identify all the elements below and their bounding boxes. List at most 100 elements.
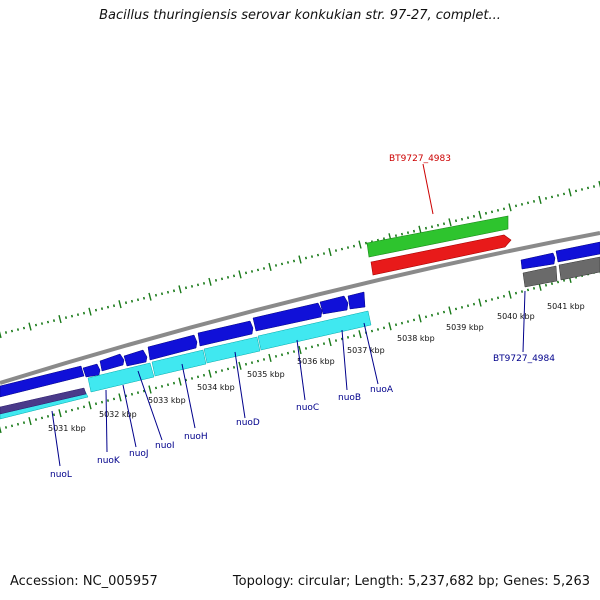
kbp-label: 5038 kbp bbox=[397, 334, 435, 343]
forward-cds[interactable] bbox=[347, 291, 366, 310]
accession-label: Accession: NC_005957 bbox=[10, 574, 158, 589]
gene-label-nuoD[interactable]: nuoD bbox=[236, 418, 260, 428]
reverse-cds[interactable] bbox=[203, 336, 261, 364]
minor-tick bbox=[76, 313, 80, 317]
gene-callout-lines bbox=[51, 163, 526, 467]
minor-tick bbox=[520, 290, 524, 293]
minor-tick bbox=[196, 283, 200, 287]
minor-tick bbox=[526, 201, 530, 205]
major-tick bbox=[178, 285, 182, 294]
forward-cds[interactable] bbox=[252, 302, 323, 332]
reverse-cds[interactable] bbox=[257, 310, 372, 351]
minor-tick bbox=[562, 279, 566, 282]
major-tick bbox=[568, 188, 572, 197]
major-tick bbox=[88, 307, 92, 316]
minor-tick bbox=[442, 310, 446, 314]
minor-tick bbox=[106, 399, 110, 402]
map-title: Bacillus thuringiensis serovar konkukian… bbox=[99, 8, 501, 23]
reverse-cds[interactable] bbox=[87, 362, 155, 393]
major-tick bbox=[268, 262, 272, 271]
kbp-label: 5039 kbp bbox=[446, 323, 484, 332]
minor-tick bbox=[262, 267, 266, 270]
minor-tick bbox=[406, 231, 410, 235]
forward-cds[interactable] bbox=[99, 353, 125, 372]
outer-tick-ring bbox=[0, 180, 600, 339]
minor-tick bbox=[226, 275, 230, 279]
minor-tick bbox=[346, 335, 350, 339]
minor-tick bbox=[112, 397, 116, 401]
minor-tick bbox=[226, 367, 230, 371]
minor-tick bbox=[514, 291, 518, 295]
highlight-gene-bar[interactable] bbox=[366, 215, 509, 258]
minor-tick bbox=[340, 247, 344, 251]
minor-tick bbox=[172, 381, 176, 385]
minor-tick bbox=[286, 351, 290, 355]
minor-tick bbox=[502, 207, 506, 211]
minor-tick bbox=[532, 200, 536, 203]
minor-tick bbox=[250, 270, 254, 273]
minor-tick bbox=[382, 326, 386, 330]
reverse-cds[interactable] bbox=[151, 349, 207, 377]
gene-label-nuoC[interactable]: nuoC bbox=[296, 403, 319, 413]
forward-cds[interactable] bbox=[319, 295, 349, 315]
gene-label-nuoJ[interactable]: nuoJ bbox=[129, 449, 149, 459]
gene-label-bt4984[interactable]: BT9727_4984 bbox=[493, 354, 555, 364]
minor-tick bbox=[292, 259, 296, 263]
kbp-label: 5040 kbp bbox=[497, 312, 535, 321]
minor-tick bbox=[40, 416, 44, 420]
major-tick bbox=[118, 300, 122, 309]
minor-tick bbox=[562, 192, 566, 196]
gene-label-bt4983[interactable]: BT9727_4983 bbox=[389, 154, 451, 164]
gene-label-nuoH[interactable]: nuoH bbox=[184, 432, 208, 442]
minor-tick bbox=[520, 202, 524, 206]
forward-cds[interactable] bbox=[197, 320, 254, 347]
forward-cds[interactable] bbox=[123, 349, 148, 367]
minor-tick bbox=[394, 234, 398, 238]
major-tick bbox=[508, 290, 512, 299]
minor-tick bbox=[490, 210, 494, 214]
pseudo-gene-bar[interactable] bbox=[558, 256, 600, 281]
gene-label-nuoA[interactable]: nuoA bbox=[370, 385, 394, 395]
major-tick bbox=[238, 270, 242, 279]
minor-tick bbox=[4, 331, 8, 334]
minor-tick bbox=[16, 328, 20, 331]
minor-tick bbox=[124, 394, 128, 398]
major-tick bbox=[148, 385, 152, 394]
forward-cds[interactable] bbox=[555, 241, 600, 263]
major-tick bbox=[508, 203, 512, 212]
pseudo-gene-bar[interactable] bbox=[522, 265, 558, 288]
minor-tick bbox=[316, 253, 320, 257]
major-tick bbox=[328, 248, 332, 257]
genome-backbone bbox=[0, 231, 600, 385]
minor-tick bbox=[574, 189, 578, 193]
minor-tick bbox=[250, 361, 254, 365]
minor-tick bbox=[430, 313, 434, 317]
kbp-label: 5041 kbp bbox=[547, 302, 585, 311]
minor-tick bbox=[46, 320, 50, 324]
minor-tick bbox=[430, 225, 434, 229]
minor-tick bbox=[46, 414, 50, 418]
highlight-feature-bar[interactable] bbox=[370, 234, 512, 276]
gene-label-nuoB[interactable]: nuoB bbox=[338, 393, 361, 403]
major-tick bbox=[0, 331, 2, 339]
minor-tick bbox=[130, 299, 134, 303]
forward-cds[interactable] bbox=[82, 363, 101, 378]
major-tick bbox=[28, 417, 32, 426]
minor-tick bbox=[292, 350, 296, 353]
pseudo-gene-track[interactable] bbox=[0, 387, 87, 415]
minor-tick bbox=[352, 334, 356, 338]
major-tick bbox=[418, 225, 422, 234]
minor-tick bbox=[526, 288, 530, 292]
minor-tick bbox=[154, 293, 158, 297]
minor-tick bbox=[22, 421, 26, 425]
minor-tick bbox=[550, 282, 554, 286]
gene-label-nuoK[interactable]: nuoK bbox=[97, 456, 121, 466]
kbp-label: 5035 kbp bbox=[247, 370, 285, 379]
gene-label-nuoL[interactable]: nuoL bbox=[50, 470, 72, 480]
forward-cds[interactable] bbox=[520, 252, 556, 270]
gene-label-nuoI[interactable]: nuoI bbox=[155, 441, 175, 451]
major-tick bbox=[58, 315, 62, 324]
forward-cds[interactable] bbox=[147, 334, 198, 361]
forward-cds[interactable] bbox=[0, 365, 85, 398]
